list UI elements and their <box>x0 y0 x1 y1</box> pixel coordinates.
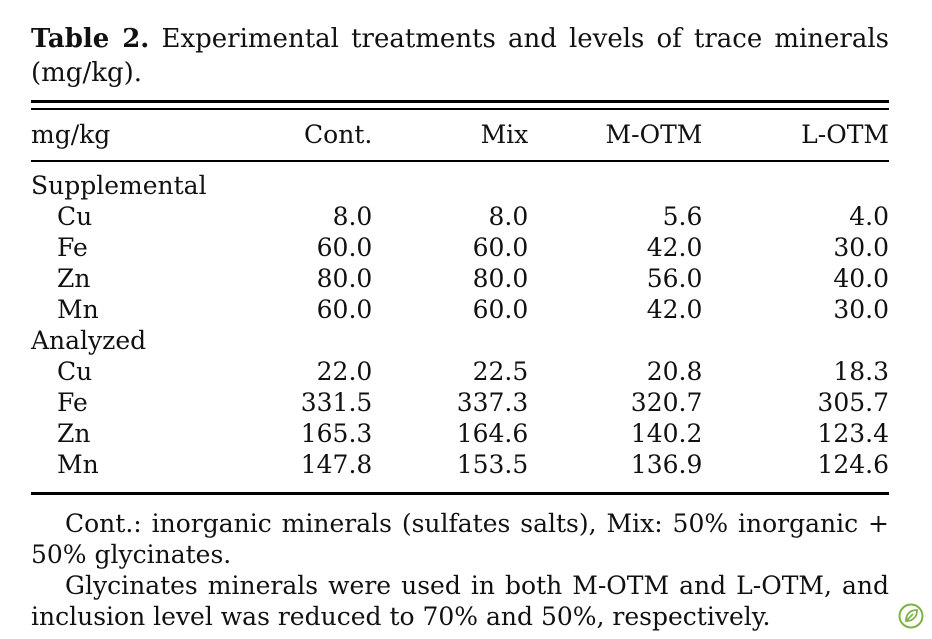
caption-text: Experimental treatments and levels of tr… <box>31 24 890 88</box>
header-rule <box>31 160 889 162</box>
table-cell: 60.0 <box>472 295 529 324</box>
table-cell: 153.5 <box>456 450 529 479</box>
group-row: Supplemental <box>31 170 889 201</box>
table-cell: 42.0 <box>646 233 703 262</box>
table-cell: 136.9 <box>630 450 703 479</box>
table-cell: 80.0 <box>316 264 373 293</box>
top-rule-thick <box>31 100 889 103</box>
table-row: Fe 60.0 60.0 42.0 30.0 <box>31 232 889 263</box>
mineral-name: Mn <box>57 450 99 479</box>
table-row: Zn 80.0 80.0 56.0 40.0 <box>31 263 889 294</box>
table-row: Mn 147.8 153.5 136.9 124.6 <box>31 449 889 480</box>
table-cell: 124.6 <box>817 450 889 479</box>
table-cell: 147.8 <box>300 450 373 479</box>
group-label: Analyzed <box>31 326 147 355</box>
table-caption: Table 2. Experimental treatments and lev… <box>31 22 889 90</box>
table-row: Fe 331.5 337.3 320.7 305.7 <box>31 387 889 418</box>
table-cell: 60.0 <box>316 295 373 324</box>
mineral-name: Cu <box>57 202 93 231</box>
table-cell: 4.0 <box>849 202 889 231</box>
table-cell: 42.0 <box>646 295 703 324</box>
caption-label: Table 2. <box>31 24 150 54</box>
mineral-name: Zn <box>57 264 91 293</box>
table-cell: 40.0 <box>833 264 889 293</box>
table-row: Zn 165.3 164.6 140.2 123.4 <box>31 418 889 449</box>
bottom-rule <box>31 492 889 495</box>
table-cell: 5.6 <box>662 202 703 231</box>
mineral-name: Mn <box>57 295 99 324</box>
table-cell: 140.2 <box>630 419 703 448</box>
group-row: Analyzed <box>31 325 889 356</box>
table-cell: 30.0 <box>833 233 889 262</box>
minerals-table: mg/kg Cont. Mix M-OTM L-OTM Supplemental… <box>31 115 889 480</box>
mineral-name: Fe <box>57 233 88 262</box>
table-cell: 164.6 <box>456 419 529 448</box>
table-cell: 60.0 <box>472 233 529 262</box>
table-cell: 320.7 <box>630 388 703 417</box>
header-l-otm: L-OTM <box>801 120 889 149</box>
table-cell: 331.5 <box>300 388 373 417</box>
mineral-name: Zn <box>57 419 91 448</box>
header-m-otm: M-OTM <box>605 120 703 149</box>
header-unit: mg/kg <box>31 120 111 149</box>
group-label: Supplemental <box>31 171 207 200</box>
table-cell: 60.0 <box>316 233 373 262</box>
table-cell: 22.0 <box>316 357 373 386</box>
table-cell: 30.0 <box>833 295 889 324</box>
mineral-name: Fe <box>57 388 88 417</box>
note-glycinates: Glycinates minerals were used in both M-… <box>31 571 889 631</box>
table-cell: 123.4 <box>817 419 889 448</box>
table-cell: 22.5 <box>472 357 529 386</box>
table-cell: 80.0 <box>472 264 529 293</box>
header-row: mg/kg Cont. Mix M-OTM L-OTM <box>31 115 889 155</box>
table-cell: 18.3 <box>833 357 889 386</box>
header-cont: Cont. <box>304 120 373 149</box>
header-mix: Mix <box>480 120 529 149</box>
top-rule-thin <box>31 108 889 110</box>
table-cell: 337.3 <box>456 388 529 417</box>
leaf-seal-icon <box>898 603 924 629</box>
note-abbreviations: Cont.: inorganic minerals (sulfates salt… <box>31 509 889 569</box>
table-cell: 56.0 <box>646 264 703 293</box>
table-cell: 20.8 <box>646 357 703 386</box>
table-cell: 165.3 <box>300 419 373 448</box>
table-body: Supplemental Cu 8.0 8.0 5.6 4.0 Fe 60.0 60.0 42.0… <box>31 155 889 480</box>
table-cell: 8.0 <box>488 202 529 231</box>
table-row: Cu 22.0 22.5 20.8 18.3 <box>31 356 889 387</box>
spacer-row <box>31 155 889 170</box>
table-cell: 8.0 <box>332 202 373 231</box>
table-notes: Cont.: inorganic minerals (sulfates salt… <box>31 508 889 632</box>
table-row: Cu 8.0 8.0 5.6 4.0 <box>31 201 889 232</box>
table-cell: 305.7 <box>817 388 889 417</box>
table-row: Mn 60.0 60.0 42.0 30.0 <box>31 294 889 325</box>
mineral-name: Cu <box>57 357 93 386</box>
